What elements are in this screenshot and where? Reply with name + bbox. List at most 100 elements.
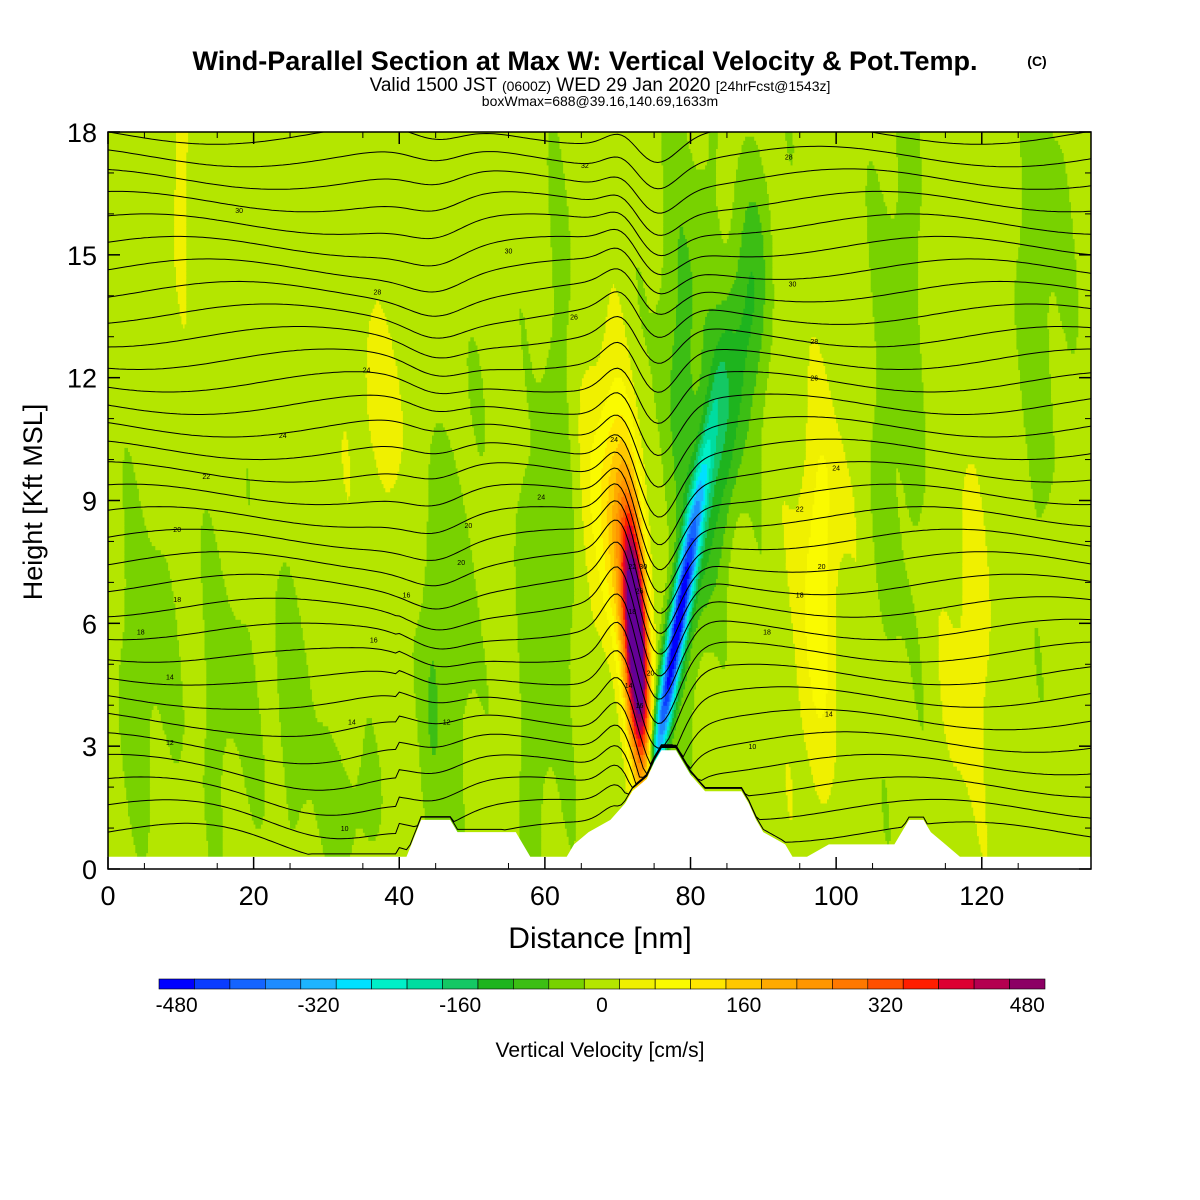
velocity-cell	[375, 836, 429, 841]
velocity-cell	[483, 643, 519, 649]
velocity-cell	[836, 586, 879, 592]
velocity-cell	[430, 443, 451, 448]
velocity-cell	[694, 697, 799, 702]
velocity-cell	[350, 475, 380, 481]
velocity-cell	[182, 680, 207, 686]
velocity-cell	[635, 721, 644, 727]
velocity-cell	[435, 668, 488, 674]
velocity-cell	[632, 447, 639, 452]
velocity-cell	[626, 590, 641, 596]
velocity-cell	[679, 652, 682, 657]
velocity-cell	[124, 611, 176, 616]
velocity-cell	[655, 656, 659, 661]
velocity-cell	[108, 545, 125, 551]
velocity-cell	[703, 574, 719, 579]
velocity-cell	[790, 774, 813, 780]
velocity-cell	[655, 705, 659, 710]
velocity-cell	[726, 619, 792, 624]
velocity-cell	[872, 533, 903, 538]
velocity-cell	[736, 435, 748, 440]
velocity-cell	[421, 787, 464, 792]
velocity-cell	[279, 717, 318, 723]
velocity-cell	[124, 570, 171, 575]
velocity-cell	[674, 557, 677, 563]
velocity-cell	[805, 623, 828, 628]
velocity-cell	[923, 492, 963, 497]
velocity-cell	[242, 766, 266, 772]
velocity-cell	[590, 480, 602, 485]
velocity-cell	[626, 705, 630, 710]
velocity-cell	[637, 742, 642, 747]
velocity-cell	[108, 635, 124, 641]
velocity-cell	[712, 590, 728, 596]
velocity-cell	[686, 521, 690, 526]
velocity-cell	[632, 369, 652, 375]
velocity-cell	[615, 570, 619, 575]
velocity-cell	[419, 746, 433, 751]
velocity-cell	[668, 738, 672, 743]
velocity-cell	[317, 717, 367, 723]
velocity-cell	[634, 475, 639, 481]
velocity-cell	[413, 672, 431, 678]
velocity-cell	[417, 733, 431, 739]
velocity-cell	[615, 475, 624, 481]
velocity-cell	[703, 488, 706, 493]
velocity-cell	[222, 819, 255, 825]
velocity-cell	[619, 623, 622, 628]
velocity-cell	[413, 676, 429, 682]
velocity-cell	[701, 516, 704, 522]
velocity-cell	[179, 639, 206, 645]
velocity-cell	[666, 672, 670, 678]
velocity-cell	[763, 406, 808, 411]
velocity-cell	[688, 516, 692, 522]
velocity-cell	[645, 729, 648, 735]
velocity-cell	[377, 832, 428, 837]
velocity-cell	[208, 852, 224, 858]
velocity-cell	[836, 754, 950, 760]
velocity-cell	[1051, 377, 1091, 383]
velocity-cell	[124, 594, 175, 600]
velocity-cell	[601, 512, 608, 518]
velocity-cell	[248, 795, 266, 800]
velocity-cell	[475, 582, 517, 588]
velocity-cell	[639, 537, 642, 543]
velocity-cell	[328, 725, 366, 731]
velocity-cell	[619, 627, 622, 633]
velocity-cell	[1051, 390, 1091, 395]
velocity-cell	[484, 426, 531, 432]
velocity-cell	[605, 566, 612, 571]
velocity-cell	[450, 443, 479, 448]
velocity-cell	[706, 508, 712, 514]
velocity-cell	[523, 475, 573, 481]
velocity-cell	[570, 447, 581, 452]
velocity-cell	[222, 766, 244, 772]
velocity-cell	[645, 746, 648, 751]
velocity-cell	[634, 692, 644, 698]
velocity-cell	[646, 676, 650, 682]
velocity-cell	[899, 516, 912, 522]
velocity-cell	[681, 647, 684, 653]
velocity-cell	[692, 570, 695, 575]
velocity-cell	[686, 590, 690, 596]
velocity-cell	[619, 590, 622, 596]
velocity-cell	[641, 541, 644, 547]
velocity-cell	[590, 504, 602, 510]
velocity-cell	[676, 688, 679, 694]
velocity-cell	[566, 369, 586, 375]
velocity-cell	[905, 500, 925, 506]
velocity-cell	[654, 701, 657, 706]
velocity-cell	[652, 566, 668, 571]
velocity-cell	[645, 553, 648, 559]
velocity-cell	[521, 717, 573, 723]
velocity-cell	[646, 725, 650, 731]
velocity-cell	[670, 631, 673, 637]
velocity-cell	[668, 697, 672, 702]
velocity-cell	[306, 799, 313, 805]
velocity-cell	[666, 717, 670, 723]
velocity-cell	[484, 414, 530, 420]
velocity-cell	[468, 390, 484, 395]
velocity-cell	[1041, 672, 1091, 678]
velocity-cell	[594, 435, 610, 440]
velocity-cell	[836, 705, 917, 710]
velocity-cell	[637, 475, 642, 481]
